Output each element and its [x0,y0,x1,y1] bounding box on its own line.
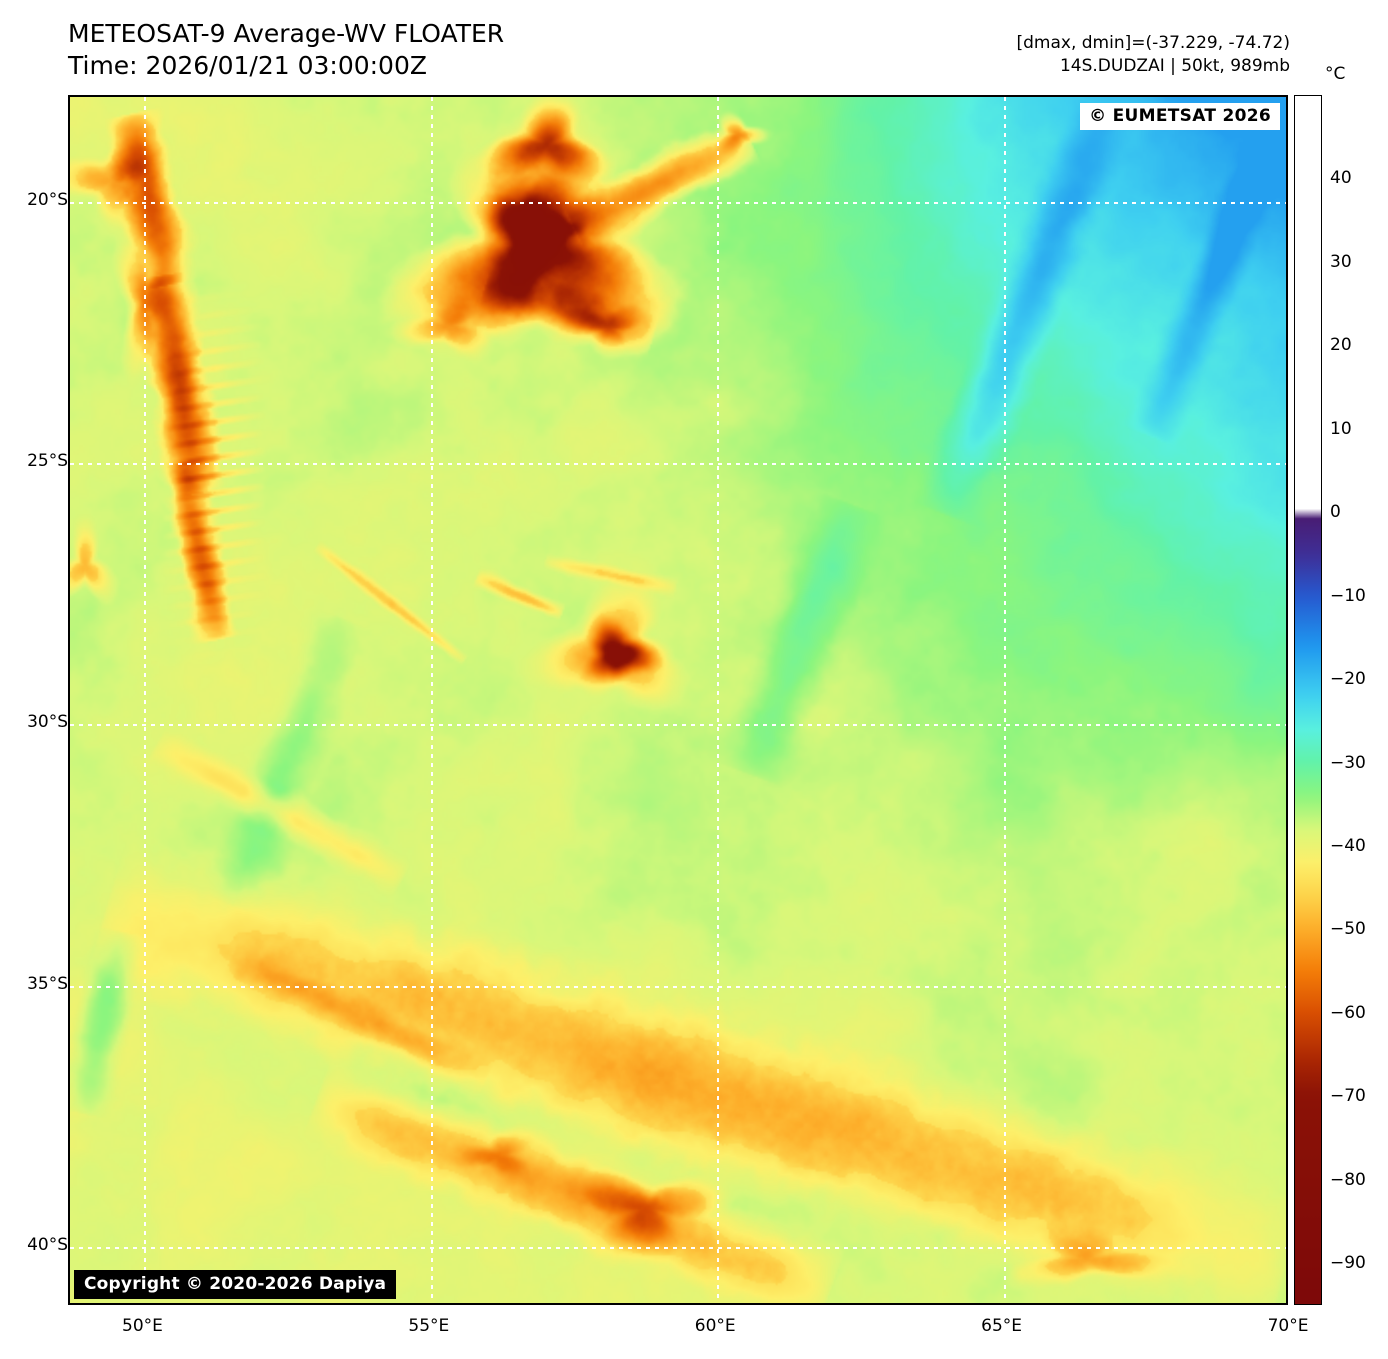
colorbar-tick-label: −60 [1330,1002,1366,1023]
colorbar-tick-label: −30 [1330,752,1366,773]
x-tick-label: 65°E [981,1316,1023,1336]
x-tick-label: 70°E [1267,1316,1309,1336]
coastline-overlay [70,97,1286,1303]
y-tick-label: 20°S [27,189,68,210]
colorbar-tick-label: −40 [1330,836,1366,857]
title-block: METEOSAT-9 Average-WV FLOATER Time: 2026… [68,18,504,82]
colorbar-tick-label: −10 [1330,585,1366,606]
y-tick-label: 40°S [27,1234,68,1255]
colorbar-tick-label: 20 [1330,335,1352,356]
colorbar-tick-label: −50 [1330,919,1366,940]
colorbar-tick-label: −20 [1330,669,1366,690]
storm-info-label: 14S.DUDZAI | 50kt, 989mb [1059,56,1290,76]
satellite-map-plot[interactable]: © EUMETSAT 2026 Copyright © 2020-2026 Da… [68,95,1288,1305]
page-title: METEOSAT-9 Average-WV FLOATER [68,19,505,48]
x-tick-label: 50°E [122,1316,163,1336]
colorbar-tick-label: −80 [1330,1169,1366,1190]
colorbar-tick-label: 10 [1330,418,1352,439]
colorbar-tick-label: 0 [1330,502,1341,523]
x-tick-label: 60°E [694,1316,736,1336]
copyright-badge: Copyright © 2020-2026 Dapiya [74,1270,397,1299]
wv-imagery [70,97,1286,1303]
y-tick-label: 30°S [27,712,68,733]
colorbar-tick-label: −70 [1330,1086,1366,1107]
y-tick-label: 25°S [27,450,68,471]
colorbar-tick-label: 40 [1330,168,1352,189]
timestamp-label: Time: 2026/01/21 03:00:00Z [68,51,427,80]
eumetsat-badge: © EUMETSAT 2026 [1080,103,1280,130]
y-tick-label: 35°S [27,973,68,994]
x-tick-label: 55°E [408,1316,450,1336]
dminmax-label: [dmax, dmin]=(-37.229, -74.72) [1016,33,1291,53]
metadata-block: [dmax, dmin]=(-37.229, -74.72) 14S.DUDZA… [1017,32,1291,78]
colorbar-tick-label: −90 [1330,1253,1366,1274]
colorbar-tick-label: 30 [1330,251,1352,272]
colorbar-unit-label: °C [1325,64,1346,84]
colorbar[interactable] [1294,95,1322,1305]
colorbar-gradient [1295,96,1321,1304]
